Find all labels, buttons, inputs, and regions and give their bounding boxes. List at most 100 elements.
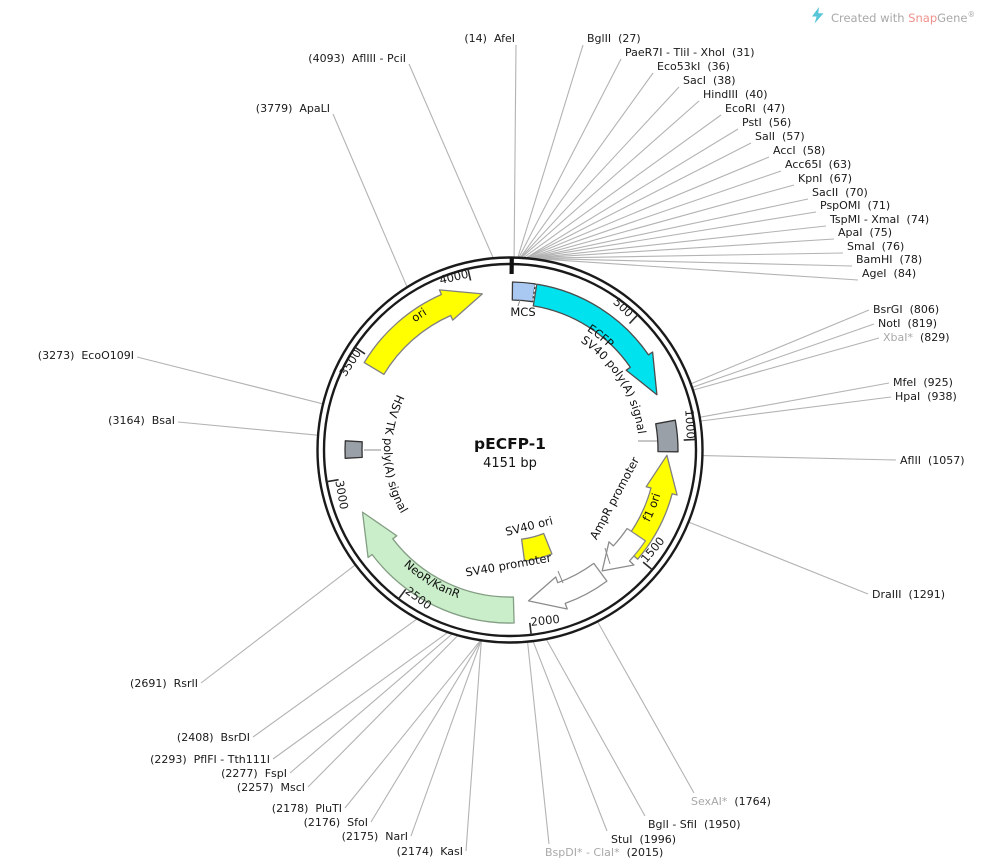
site-callout-line-psti: [526, 128, 739, 259]
site-callout-line-acc65i: [528, 170, 782, 259]
site-label-bamhi: BamHI (78): [856, 253, 922, 266]
tick-2500: [397, 588, 407, 600]
site-label-smai: SmaI (76): [847, 240, 904, 253]
watermark-text: Created with SnapGene®: [830, 9, 976, 25]
brand-snap: Snap: [908, 10, 938, 25]
site-callout-line-smai: [532, 252, 844, 259]
site-label-hpai: HpaI (938): [895, 390, 957, 403]
site-callout-line-hindiii: [521, 100, 700, 258]
tick-label-2000: 2000: [530, 612, 561, 629]
tick-500: [628, 314, 639, 325]
site-label-mfei: MfeI (925): [893, 376, 953, 389]
site-label-hindiii: HindIII (40): [703, 88, 768, 101]
site-callout-line-saci: [520, 86, 680, 258]
site-label-sali: SalI (57): [755, 130, 805, 143]
site-callout-line-draiii: [688, 521, 869, 595]
plasmid-backbone: [316, 256, 704, 644]
tick-3500: [354, 346, 366, 355]
site-label-xbai: XbaI* (829): [883, 331, 950, 344]
plasmid-name: pECFP-1: [474, 435, 546, 453]
site-label-ecori: EcoRI (47): [725, 102, 785, 115]
tick-label-3500: 3500: [336, 347, 364, 379]
site-label-bspdi-clai: BspDI* - ClaI* (2015): [545, 846, 663, 859]
tick-1000: [683, 438, 696, 441]
feature-label-sv40-ori: SV40 ori: [504, 513, 554, 538]
site-label-afei: (14) AfeI: [464, 32, 515, 45]
snapgene-bolt-icon: [811, 7, 825, 27]
tick-label-500: 500: [610, 295, 636, 320]
site-callout-line-eco53ki: [520, 72, 654, 258]
plasmid-size: 4151 bp: [483, 456, 537, 471]
site-callout-line-ecoo109i: [136, 356, 323, 405]
site-label-sfoi: (2176) SfoI: [304, 816, 368, 829]
site-label-bsrdi: (2408) BsrDI: [177, 731, 250, 744]
site-callout-lines: [136, 44, 897, 852]
brand-gene: Gene: [937, 10, 968, 25]
site-callout-line-hpai: [700, 396, 892, 422]
site-label-acci: AccI (58): [773, 144, 825, 157]
feature-sv40-ori: [520, 532, 553, 562]
site-label-tspmi-xmai: TspMI - XmaI (74): [829, 213, 929, 226]
site-label-eco53ki: Eco53kI (36): [657, 60, 730, 73]
feature-sv40-promoter: [527, 562, 608, 610]
site-label-psti: PstI (56): [742, 116, 791, 129]
feature-label-mcs: MCS: [510, 305, 535, 319]
site-label-bgli-sfii: BglI - SfiI (1950): [648, 818, 741, 831]
site-callout-line-pflfi-tth111i: [272, 632, 448, 760]
site-callout-line-agei: [534, 258, 859, 281]
site-callout-line-kasi: [465, 640, 482, 852]
site-label-msci: (2257) MscI: [237, 781, 305, 794]
feature-connector-ampr-promoter: [604, 547, 611, 565]
feature-ori: [363, 289, 483, 376]
site-callout-line-sacii: [530, 198, 809, 259]
tick-label-1000: 1000: [682, 409, 698, 439]
site-label-acc65i: Acc65I (63): [785, 158, 851, 171]
site-label-draiii: DraIII (1291): [872, 588, 945, 601]
site-callout-line-acci: [526, 156, 770, 259]
site-callout-line-afliii-pcii: [408, 63, 494, 258]
site-callout-line-bsai: [177, 421, 318, 436]
snapgene-watermark: Created with SnapGene®: [811, 7, 976, 27]
site-label-apali: (3779) ApaLI: [256, 102, 330, 115]
site-callout-line-mfei: [700, 382, 890, 418]
site-callout-line-rsrii: [200, 564, 356, 684]
site-callout-line-stui: [532, 641, 608, 832]
tick-label-3000: 3000: [332, 479, 351, 510]
site-label-apai: ApaI (75): [838, 226, 892, 239]
site-label-sacii: SacII (70): [812, 186, 868, 199]
site-callout-line-bgli-sfii: [545, 639, 646, 817]
site-callout-line-ecori: [523, 114, 722, 258]
site-label-aflii: AflII (1057): [900, 454, 965, 467]
site-label-bsrgi: BsrGI (806): [873, 303, 939, 316]
site-labels: (14) AfeI BglII (27)PaeR7I - TliI - XhoI …: [38, 32, 965, 859]
site-label-pluti: (2178) PluTI: [272, 802, 342, 815]
site-callout-line-bglii: [517, 44, 584, 258]
site-callout-line-fspi: [289, 633, 453, 774]
site-label-pflfi-tth111i: (2293) PflFI - Tth111I: [150, 753, 270, 766]
tick-3000: [326, 478, 339, 483]
site-label-stui: StuI (1996): [611, 833, 676, 846]
site-callout-line-pspomi: [530, 211, 817, 259]
site-label-fspi: (2277) FspI: [221, 767, 287, 780]
site-label-ecoo109i: (3273) EcoO109I: [38, 349, 134, 362]
site-callout-line-msci: [307, 635, 458, 788]
site-label-kasi: (2174) KasI: [397, 845, 463, 858]
site-callout-line-tspmi-xmai: [531, 225, 827, 259]
site-callout-line-apai: [531, 238, 835, 259]
feature-label-hsv-tk-poly-a-signal: HSV TK poly(A) signal: [381, 393, 411, 516]
site-callout-line-paer7i-tlii-xhoi: [518, 58, 622, 258]
site-label-afliii-pcii: (4093) AflIII - PciI: [308, 52, 406, 65]
site-label-agei: AgeI (84): [862, 267, 916, 280]
site-callout-line-sali: [526, 142, 752, 259]
site-label-sexai: SexAI* (1764): [691, 795, 771, 808]
site-label-kpni: KpnI (67): [798, 172, 852, 185]
feature-ecfp: [532, 283, 658, 396]
site-callout-line-pluti: [344, 640, 481, 809]
site-callout-line-bsrdi: [252, 618, 418, 738]
feature-shapes: [344, 281, 679, 624]
registered-mark: ®: [967, 9, 976, 19]
site-label-pspomi: PspOMI (71): [820, 199, 890, 212]
feature-connector-mcs: [517, 299, 521, 307]
